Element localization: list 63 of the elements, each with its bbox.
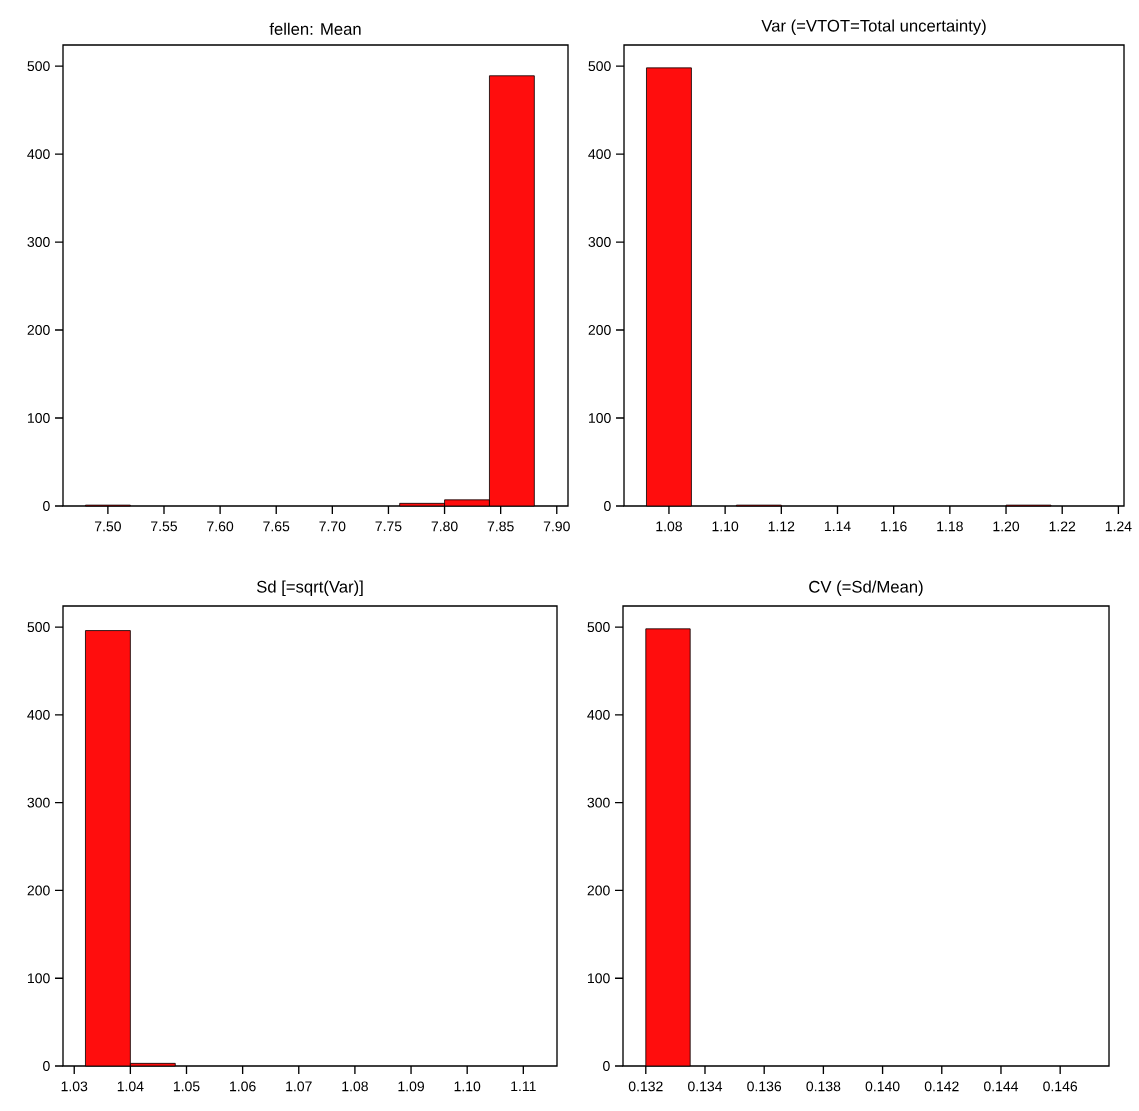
y-tick-label: 500 bbox=[27, 61, 50, 72]
y-tick-label: 500 bbox=[27, 622, 50, 633]
y-tick-label: 100 bbox=[588, 973, 610, 984]
y-tick-label: 500 bbox=[588, 61, 611, 72]
x-tick-label: 0.138 bbox=[806, 1081, 841, 1092]
y-tick-label: 0 bbox=[43, 501, 50, 511]
x-tick-label: 7.75 bbox=[375, 521, 402, 532]
x-tick-label: 1.04 bbox=[117, 1081, 144, 1092]
y-tick-label: 400 bbox=[27, 709, 50, 720]
x-tick-label: 1.22 bbox=[1049, 521, 1076, 532]
x-tick-label: 1.12 bbox=[768, 521, 795, 532]
y-tick-label: 300 bbox=[588, 237, 611, 248]
x-tick-label: 1.06 bbox=[230, 1081, 256, 1092]
x-tick-label: 1.10 bbox=[712, 521, 739, 532]
y-tick-label: 400 bbox=[588, 149, 611, 160]
x-tick-label: 7.50 bbox=[94, 521, 121, 532]
y-tick-label: 200 bbox=[587, 885, 610, 896]
y-tick-label: 400 bbox=[27, 149, 50, 160]
x-tick-label: 1.16 bbox=[881, 521, 907, 532]
x-tick-label: 1.14 bbox=[824, 521, 851, 531]
y-tick-label: 0 bbox=[603, 1061, 610, 1071]
chart-title: Var (=VTOT=Total uncertainty) bbox=[761, 19, 986, 35]
chart-title: Sd [=sqrt(Var)] bbox=[256, 580, 363, 596]
x-tick-label: 0.146 bbox=[1043, 1081, 1078, 1092]
x-tick-label: 7.80 bbox=[431, 521, 458, 532]
y-tick-label: 500 bbox=[587, 622, 610, 633]
x-tick-label: 0.142 bbox=[924, 1081, 959, 1092]
x-tick-label: 1.20 bbox=[993, 521, 1020, 532]
x-tick-label: 7.70 bbox=[319, 521, 346, 532]
y-tick-label: 300 bbox=[27, 797, 50, 808]
x-tick-label: 1.09 bbox=[398, 1081, 424, 1092]
chart-title: CV (=Sd/Mean) bbox=[809, 580, 923, 596]
x-tick-label: 1.24 bbox=[1105, 521, 1132, 532]
y-tick-label: 0 bbox=[604, 501, 611, 511]
x-tick-label: 7.90 bbox=[543, 521, 570, 532]
y-tick-label: 200 bbox=[588, 325, 611, 335]
x-tick-label: 1.03 bbox=[61, 1081, 88, 1092]
y-tick-label: 200 bbox=[27, 885, 50, 896]
x-tick-label: 7.85 bbox=[487, 521, 514, 532]
x-tick-label: 1.05 bbox=[173, 1081, 200, 1092]
x-tick-label: 7.55 bbox=[151, 521, 178, 532]
y-tick-label: 0 bbox=[43, 1061, 50, 1071]
chart-title: fellen: Mean bbox=[269, 22, 361, 35]
x-tick-label: 1.18 bbox=[937, 521, 963, 532]
y-tick-label: 100 bbox=[28, 973, 50, 984]
y-tick-label: 300 bbox=[27, 237, 50, 248]
x-tick-label: 0.144 bbox=[984, 1081, 1019, 1092]
x-tick-label: 1.07 bbox=[286, 1081, 312, 1092]
y-tick-label: 300 bbox=[587, 797, 610, 808]
y-tick-label: 100 bbox=[589, 413, 611, 423]
x-tick-label: 1.08 bbox=[656, 521, 682, 532]
x-tick-label: 7.65 bbox=[263, 521, 290, 532]
y-tick-label: 400 bbox=[587, 709, 610, 720]
x-tick-label: 7.60 bbox=[207, 521, 234, 532]
x-tick-label: 0.132 bbox=[628, 1081, 663, 1092]
y-tick-label: 100 bbox=[28, 413, 50, 423]
x-tick-label: 1.11 bbox=[511, 1081, 536, 1092]
y-tick-label: 200 bbox=[27, 325, 50, 335]
x-tick-label: 0.134 bbox=[688, 1081, 723, 1092]
x-tick-label: 0.136 bbox=[747, 1081, 782, 1092]
x-tick-label: 1.08 bbox=[342, 1081, 368, 1092]
x-tick-label: 0.140 bbox=[865, 1081, 900, 1092]
x-tick-label: 1.10 bbox=[454, 1081, 481, 1092]
